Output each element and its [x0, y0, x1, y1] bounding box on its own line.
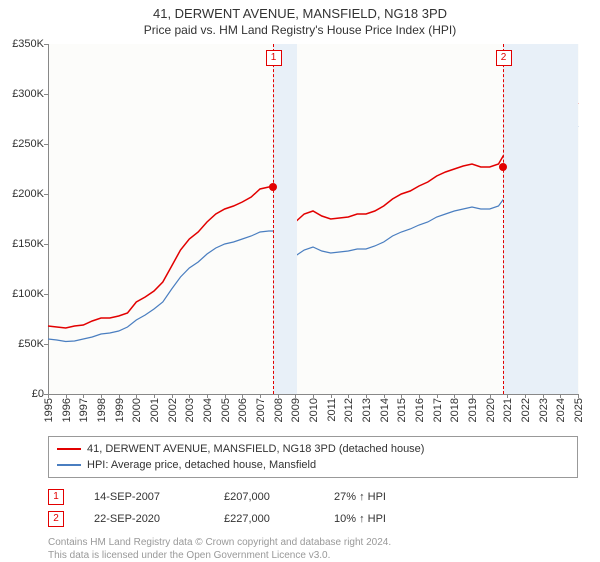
y-tick	[44, 244, 48, 245]
chart-plot-area: £0£50K£100K£150K£200K£250K£300K£350K1995…	[48, 44, 578, 394]
footer-line2: This data is licensed under the Open Gov…	[48, 549, 578, 562]
x-axis-label: 2022	[518, 398, 532, 422]
shaded-region-1	[273, 44, 298, 394]
x-axis-label: 1997	[76, 398, 90, 422]
series-line-1	[48, 126, 578, 342]
y-tick	[44, 194, 48, 195]
x-axis-label: 2019	[465, 398, 479, 422]
sale-price: £207,000	[224, 491, 304, 503]
shaded-region-2	[503, 44, 578, 394]
x-axis-label: 1996	[59, 398, 73, 422]
legend-label: 41, DERWENT AVENUE, MANSFIELD, NG18 3PD …	[87, 441, 424, 457]
x-axis-label: 2006	[235, 398, 249, 422]
series-line-0	[48, 96, 578, 328]
sale-price: £227,000	[224, 513, 304, 525]
legend-section: 41, DERWENT AVENUE, MANSFIELD, NG18 3PD …	[48, 436, 578, 562]
footer-line1: Contains HM Land Registry data © Crown c…	[48, 536, 578, 549]
x-axis-label: 2023	[536, 398, 550, 422]
sale-row-marker: 1	[48, 489, 64, 505]
x-axis-label: 1998	[94, 398, 108, 422]
x-axis-label: 2008	[271, 398, 285, 422]
y-tick	[44, 294, 48, 295]
sale-point-2	[499, 163, 507, 171]
chart-title: 41, DERWENT AVENUE, MANSFIELD, NG18 3PD	[0, 0, 600, 21]
x-axis-label: 2016	[412, 398, 426, 422]
legend-swatch	[57, 448, 81, 450]
x-axis-label: 2015	[394, 398, 408, 422]
y-tick	[44, 344, 48, 345]
y-tick	[44, 44, 48, 45]
sales-table: 1 14-SEP-2007 £207,000 27% ↑ HPI 2 22-SEP-202…	[48, 486, 578, 530]
x-axis-label: 2011	[324, 398, 338, 422]
y-axis-label: £350K	[12, 38, 48, 50]
chart-lines	[48, 44, 578, 394]
legend-row: HPI: Average price, detached house, Mans…	[57, 457, 569, 473]
legend-label: HPI: Average price, detached house, Mans…	[87, 457, 316, 473]
x-axis-label: 2007	[253, 398, 267, 422]
x-axis-label: 2005	[218, 398, 232, 422]
x-axis-label: 2017	[430, 398, 444, 422]
sale-row: 2 22-SEP-2020 £227,000 10% ↑ HPI	[48, 508, 578, 530]
sale-diff: 27% ↑ HPI	[334, 491, 424, 503]
x-axis-label: 1995	[41, 398, 55, 422]
legend-swatch	[57, 464, 81, 466]
sale-diff: 10% ↑ HPI	[334, 513, 424, 525]
x-axis-label: 2010	[306, 398, 320, 422]
y-tick	[44, 144, 48, 145]
y-axis-label: £150K	[12, 238, 48, 250]
sale-date: 14-SEP-2007	[94, 491, 194, 503]
x-axis-label: 2024	[553, 398, 567, 422]
footer-attribution: Contains HM Land Registry data © Crown c…	[48, 536, 578, 562]
sale-vline-2	[503, 44, 504, 394]
x-axis-label: 2020	[483, 398, 497, 422]
y-axis-label: £200K	[12, 188, 48, 200]
sale-point-1	[269, 183, 277, 191]
sale-marker-box-1: 1	[266, 50, 282, 66]
x-axis-label: 1999	[112, 398, 126, 422]
x-axis-label: 2004	[200, 398, 214, 422]
chart-subtitle: Price paid vs. HM Land Registry's House …	[0, 21, 600, 37]
x-axis-label: 2013	[359, 398, 373, 422]
x-axis-label: 2001	[147, 398, 161, 422]
x-axis-label: 2025	[571, 398, 585, 422]
x-axis-label: 2009	[288, 398, 302, 422]
x-axis-label: 2014	[377, 398, 391, 422]
legend-row: 41, DERWENT AVENUE, MANSFIELD, NG18 3PD …	[57, 441, 569, 457]
x-axis-label: 2021	[500, 398, 514, 422]
legend-box: 41, DERWENT AVENUE, MANSFIELD, NG18 3PD …	[48, 436, 578, 478]
y-axis-label: £300K	[12, 88, 48, 100]
sale-vline-1	[273, 44, 274, 394]
x-axis-label: 2000	[129, 398, 143, 422]
sale-row: 1 14-SEP-2007 £207,000 27% ↑ HPI	[48, 486, 578, 508]
x-axis-label: 2003	[182, 398, 196, 422]
x-axis-label: 2018	[447, 398, 461, 422]
x-axis-label: 2012	[341, 398, 355, 422]
x-axis-label: 2002	[165, 398, 179, 422]
sale-date: 22-SEP-2020	[94, 513, 194, 525]
y-axis-label: £250K	[12, 138, 48, 150]
sale-marker-box-2: 2	[496, 50, 512, 66]
y-axis-label: £100K	[12, 288, 48, 300]
sale-row-marker: 2	[48, 511, 64, 527]
y-tick	[44, 94, 48, 95]
